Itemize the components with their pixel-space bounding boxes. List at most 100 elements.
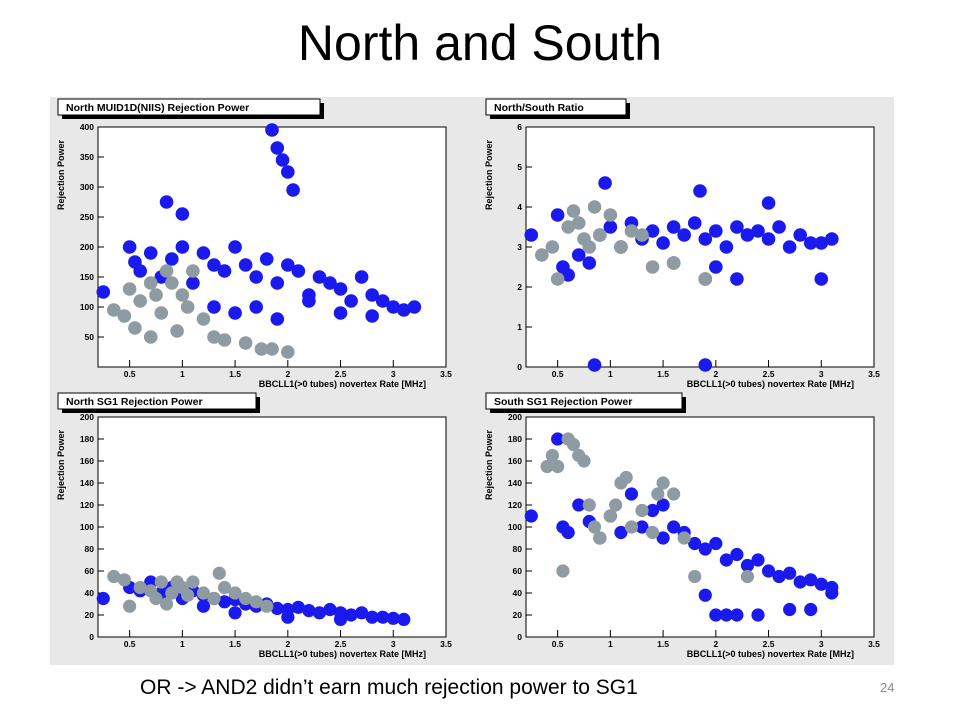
- y-tick-label: 160: [80, 456, 94, 466]
- scatter-point-gray: [577, 454, 591, 468]
- scatter-point-blue: [698, 232, 713, 246]
- scatter-point-blue: [698, 588, 712, 602]
- scatter-point-blue: [281, 165, 295, 179]
- scatter-point-blue: [333, 306, 348, 320]
- y-tick-label: 3: [517, 242, 522, 252]
- y-axis-title: Rejection Power: [484, 140, 494, 211]
- scatter-point-gray: [603, 208, 618, 222]
- y-axis-title: Rejection Power: [56, 430, 66, 501]
- y-tick-label: 300: [80, 182, 94, 192]
- scatter-point-blue: [761, 564, 776, 578]
- panel-north-muid1d: 50 100 150 200 250 300 350 400 0.5 1 1.5 2 2.5 3 3.5 BB…: [50, 97, 462, 393]
- scatter-point-blue: [666, 220, 681, 234]
- y-tick-label: 20: [513, 610, 523, 620]
- scatter-point-blue: [344, 294, 358, 308]
- y-tick-label: 150: [80, 272, 94, 282]
- y-tick-label: 140: [508, 478, 522, 488]
- scatter-point-gray: [656, 476, 670, 490]
- y-tick-label: 140: [80, 478, 94, 488]
- scatter-point-blue: [286, 183, 300, 197]
- scatter-point-blue: [709, 260, 723, 274]
- scatter-point-gray: [154, 306, 169, 320]
- scatter-point-gray: [159, 264, 174, 278]
- scatter-point-gray: [107, 303, 121, 317]
- y-tick-label: 200: [80, 412, 94, 422]
- scatter-point-gray: [107, 569, 121, 584]
- panel-north-sg1: 0 20 40 60 80 100 120 140 160 180 200 0.5 1 1.5 2 2.5 3 3…: [50, 391, 462, 665]
- scatter-point-gray: [556, 564, 570, 578]
- scatter-point-blue: [693, 184, 707, 198]
- scatter-point-blue: [814, 272, 829, 286]
- x-tick-label: 0.5: [124, 639, 136, 649]
- scatter-point-gray: [128, 321, 142, 335]
- scatter-point-gray: [582, 240, 597, 254]
- y-tick-label: 40: [513, 588, 523, 598]
- scatter-point-gray: [624, 224, 639, 238]
- scatter-point-blue: [645, 224, 660, 238]
- title-box: [57, 98, 321, 116]
- scatter-point-gray: [566, 204, 581, 218]
- scatter-point-blue: [730, 220, 744, 234]
- y-tick-label: 1: [517, 322, 522, 332]
- scatter-point-gray: [609, 498, 623, 512]
- scatter-point-blue: [270, 312, 285, 326]
- x-tick-label: 3.5: [440, 639, 452, 649]
- scatter-point-blue: [751, 224, 765, 238]
- x-tick-label: 2: [285, 369, 290, 379]
- scatter-point-blue: [550, 208, 565, 222]
- scatter-point-blue: [561, 525, 575, 540]
- scatter-point-blue: [772, 569, 786, 584]
- y-tick-label: 160: [508, 456, 522, 466]
- scatter-point-blue: [265, 123, 279, 137]
- scatter-point-blue: [740, 228, 755, 242]
- scatter-point-blue: [709, 224, 723, 238]
- x-tick-label: 2.5: [763, 639, 775, 649]
- x-tick-label: 3.5: [440, 369, 452, 379]
- scatter-point-gray: [688, 569, 702, 584]
- y-tick-label: 120: [508, 500, 522, 510]
- scatter-point-gray: [133, 294, 147, 308]
- scatter-point-blue: [645, 503, 660, 518]
- scatter-point-blue: [175, 207, 190, 221]
- scatter-point-blue: [730, 608, 744, 622]
- y-tick-label: 60: [85, 566, 95, 576]
- y-tick-label: 100: [80, 302, 94, 312]
- scatter-point-gray: [619, 470, 633, 485]
- scatter-point-blue: [259, 252, 274, 266]
- scatter-point-blue: [825, 232, 839, 246]
- x-tick-label: 1: [180, 639, 185, 649]
- panel-title: North SG1 Rejection Power: [66, 396, 203, 408]
- scatter-point-blue: [186, 276, 200, 290]
- scatter-point-blue: [365, 288, 379, 302]
- scatter-point-blue: [688, 536, 702, 551]
- x-axis-title: BBCLL1(>0 tubes) novertex Rate [MHz]: [259, 379, 426, 389]
- y-axis-title: Rejection Power: [484, 430, 494, 501]
- scatter-point-gray: [624, 520, 639, 534]
- scatter-point-blue: [814, 236, 829, 250]
- scatter-point-blue: [217, 595, 232, 609]
- scatter-point-gray: [635, 503, 649, 518]
- scatter-point-blue: [397, 612, 411, 626]
- scatter-point-blue: [524, 509, 538, 523]
- y-tick-label: 40: [85, 588, 95, 598]
- scatter-point-blue: [524, 228, 539, 242]
- slide-caption: OR -> AND2 didn’t earn much rejection po…: [140, 676, 638, 699]
- scatter-point-blue: [804, 602, 818, 617]
- scatter-point-blue: [175, 240, 190, 254]
- scatter-point-blue: [740, 558, 755, 573]
- scatter-point-blue: [386, 300, 401, 314]
- scatter-point-blue: [376, 610, 390, 624]
- x-tick-label: 1.5: [657, 369, 669, 379]
- scatter-point-blue: [386, 611, 400, 625]
- x-axis-title: BBCLL1(>0 tubes) novertex Rate [MHz]: [687, 379, 854, 389]
- x-axis-title: BBCLL1(>0 tubes) novertex Rate [MHz]: [259, 649, 426, 659]
- scatter-point-gray: [117, 309, 132, 323]
- scatter-point-blue: [270, 276, 285, 290]
- scatter-point-blue: [561, 268, 575, 282]
- scatter-point-blue: [355, 606, 369, 620]
- x-tick-label: 0.5: [552, 369, 564, 379]
- scatter-point-gray: [207, 330, 221, 344]
- scatter-point-gray: [651, 487, 665, 501]
- x-axis-title: BBCLL1(>0 tubes) novertex Rate [MHz]: [687, 649, 854, 659]
- panel-title: North MUID1D(NIIS) Rejection Power: [66, 102, 249, 114]
